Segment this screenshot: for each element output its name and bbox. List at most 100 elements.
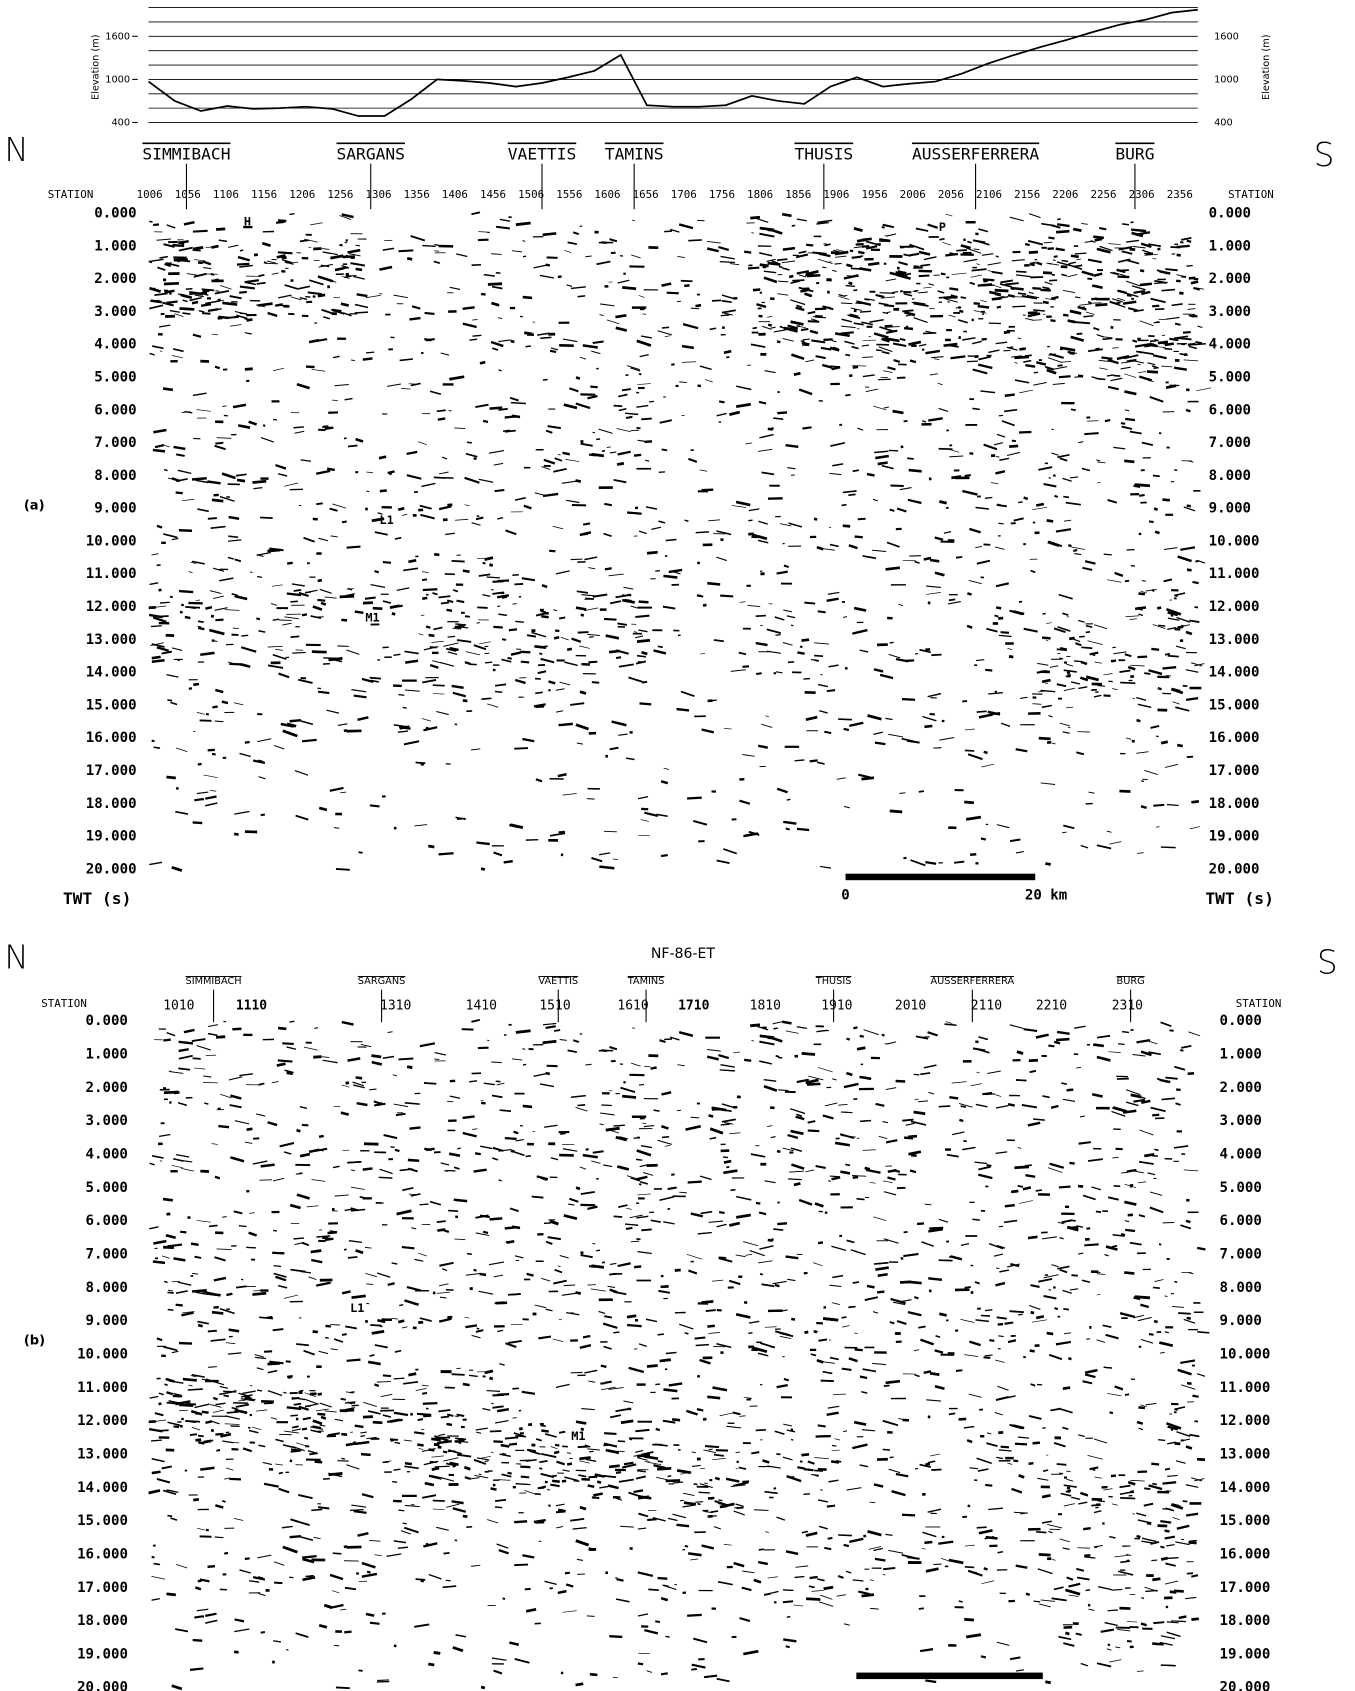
reflector xyxy=(660,1197,674,1200)
reflector xyxy=(609,574,624,576)
reflector xyxy=(481,869,485,870)
reflector xyxy=(151,1440,162,1441)
twt-label: 16.000 xyxy=(86,730,137,746)
reflector xyxy=(999,1450,1012,1451)
twt-label: 4.000 xyxy=(94,337,136,353)
reflector xyxy=(967,1440,972,1442)
reflector xyxy=(618,1263,631,1266)
reflector xyxy=(898,1418,903,1419)
reflector xyxy=(792,280,804,281)
reflector xyxy=(373,608,383,609)
reflector xyxy=(1067,664,1074,666)
reflector xyxy=(1097,482,1101,483)
reflector xyxy=(1005,283,1019,284)
reflector xyxy=(758,1261,772,1263)
reflector xyxy=(1009,446,1018,447)
reflector xyxy=(1057,1266,1069,1268)
reflector xyxy=(1112,1589,1123,1590)
reflector xyxy=(717,1679,730,1682)
reflector xyxy=(868,263,879,264)
reflector xyxy=(1042,638,1050,639)
reflector xyxy=(166,1392,172,1394)
reflector xyxy=(1036,362,1046,364)
reflector xyxy=(758,1562,768,1564)
reflector xyxy=(913,291,918,292)
reflector xyxy=(1128,1482,1135,1484)
reflector xyxy=(583,523,590,524)
reflector xyxy=(902,1515,915,1516)
reflector xyxy=(1191,282,1198,284)
reflector xyxy=(477,607,487,608)
reflector xyxy=(570,1519,584,1521)
reflector xyxy=(433,1293,435,1294)
reflector xyxy=(612,722,627,726)
reflector xyxy=(1152,1579,1160,1580)
reflector xyxy=(1048,716,1052,717)
reflector xyxy=(1067,274,1077,276)
reflector xyxy=(420,506,432,509)
reflector xyxy=(374,1101,381,1104)
reflector xyxy=(995,290,1009,291)
reflector xyxy=(591,454,603,456)
reflector xyxy=(644,1456,658,1458)
reflector xyxy=(709,1449,713,1450)
reflector xyxy=(404,1440,412,1441)
reflector xyxy=(1126,240,1139,242)
reflector xyxy=(439,1263,453,1266)
reflector xyxy=(1192,1396,1198,1397)
reflector xyxy=(876,1104,885,1106)
reflector xyxy=(1178,1370,1192,1375)
reflector xyxy=(521,662,529,663)
reflector xyxy=(1019,1201,1033,1204)
reflector xyxy=(863,556,876,558)
reflector xyxy=(931,357,943,358)
reflector xyxy=(189,688,192,689)
reflector xyxy=(597,1482,601,1483)
place-name: AUSSERFERRERA xyxy=(931,976,1015,987)
reflector xyxy=(1096,1211,1101,1212)
reflector xyxy=(296,1443,307,1446)
reflector xyxy=(1005,395,1015,396)
reflector xyxy=(616,595,628,597)
reflector xyxy=(1167,1622,1179,1623)
reflector xyxy=(319,1136,324,1137)
reflector xyxy=(639,531,647,533)
reflector xyxy=(665,336,671,337)
reflector xyxy=(277,1064,286,1066)
reflector xyxy=(1181,1385,1195,1389)
station-label: 2006 xyxy=(900,188,926,201)
reflector xyxy=(819,1602,833,1607)
reflector xyxy=(170,311,180,313)
reflector xyxy=(373,1422,383,1423)
reflector xyxy=(982,339,987,340)
station-label: 1910 xyxy=(821,998,852,1013)
reflector xyxy=(756,304,766,307)
reflector xyxy=(227,1412,239,1413)
reflector xyxy=(287,1376,293,1377)
reflector xyxy=(928,1278,942,1279)
reflector xyxy=(358,717,369,719)
reflector xyxy=(345,399,353,400)
reflector xyxy=(824,732,831,733)
reflector xyxy=(978,285,990,286)
reflector xyxy=(522,1555,534,1557)
reflector xyxy=(610,1047,617,1049)
reflector xyxy=(258,1445,265,1446)
reflector xyxy=(1152,366,1158,368)
station-label: 1106 xyxy=(213,188,239,201)
reflector xyxy=(817,1579,824,1581)
reflector xyxy=(700,366,712,369)
reflector xyxy=(1137,853,1144,854)
reflector xyxy=(949,1560,963,1563)
reflector xyxy=(215,690,223,692)
reflector xyxy=(1135,485,1150,486)
reflector xyxy=(1012,306,1025,307)
reflector xyxy=(1038,1569,1053,1574)
reflector xyxy=(948,602,961,604)
reflector xyxy=(827,599,839,601)
reflector xyxy=(1028,312,1038,313)
reflector xyxy=(792,225,795,226)
reflector xyxy=(497,606,500,607)
reflector xyxy=(1056,529,1071,531)
reflector xyxy=(742,666,749,667)
